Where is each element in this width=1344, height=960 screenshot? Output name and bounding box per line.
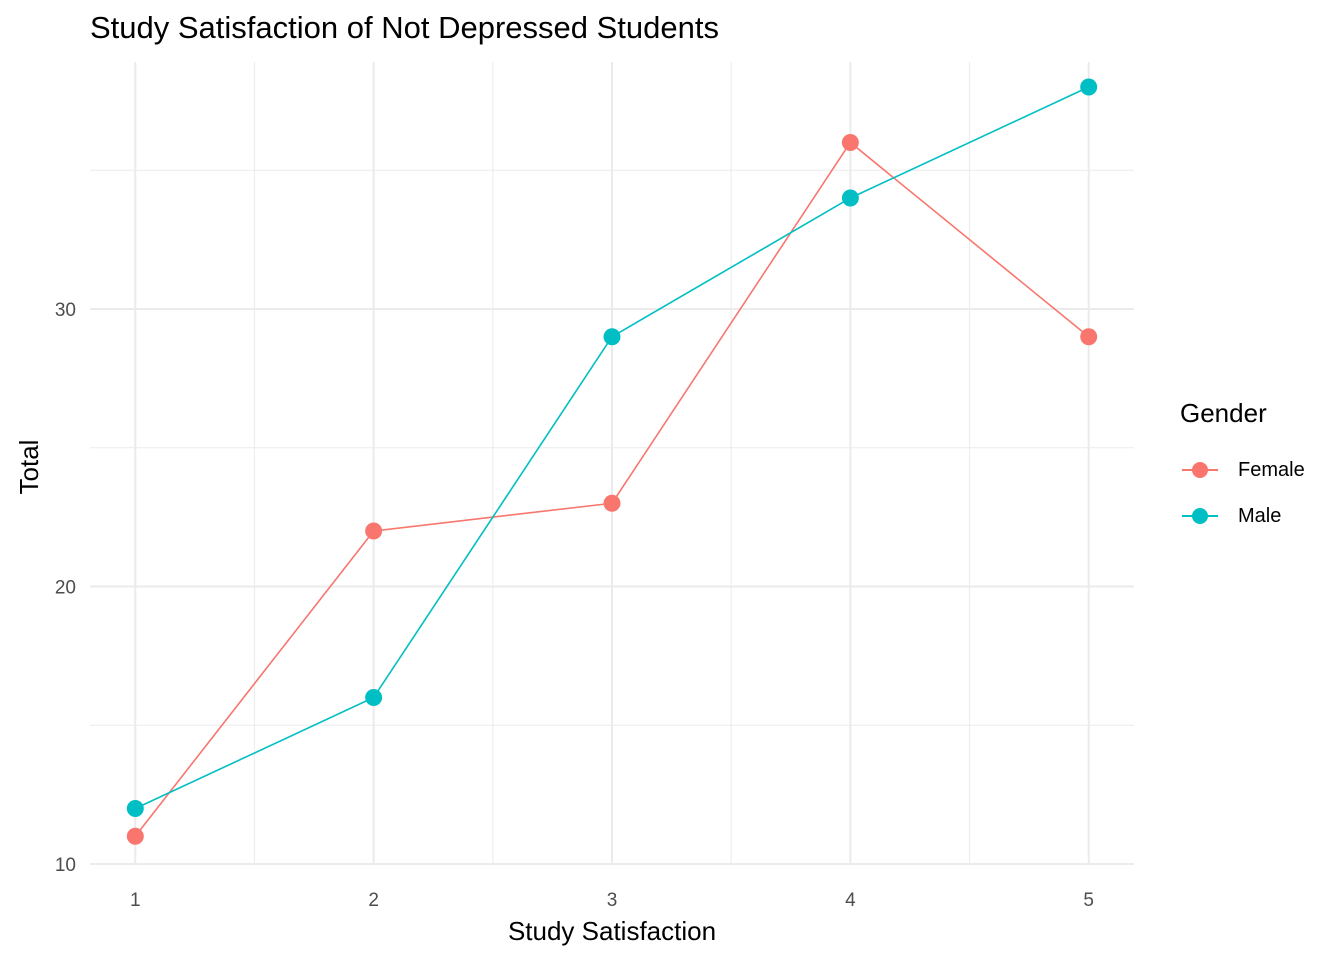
y-tick-labels: 10 20 30: [55, 300, 76, 876]
legend-title: Gender: [1180, 398, 1267, 428]
data-point-male: [1080, 78, 1098, 96]
data-point-female: [365, 522, 383, 540]
legend-label-female: Female: [1238, 458, 1305, 481]
legend-item-male: Male: [1180, 493, 1305, 539]
chart-title: Study Satisfaction of Not Depressed Stud…: [90, 10, 719, 45]
x-axis-label: Study Satisfaction: [508, 916, 716, 946]
series-points: [126, 78, 1098, 845]
data-point-female: [841, 133, 859, 151]
legend-key-female: [1180, 455, 1220, 485]
data-point-female: [1080, 328, 1098, 346]
major-gridlines: [90, 62, 1134, 865]
data-point-male: [841, 189, 859, 207]
x-tick-label: 3: [607, 890, 618, 911]
y-tick-label: 30: [55, 300, 76, 321]
legend: Gender Female Male: [1180, 398, 1305, 539]
x-tick-labels: 1 2 3 4 5: [130, 890, 1094, 911]
legend-item-female: Female: [1180, 447, 1305, 493]
y-axis-label: Total: [14, 440, 44, 495]
x-tick-label: 2: [368, 890, 379, 911]
y-tick-label: 20: [55, 577, 76, 598]
y-tick-label: 10: [55, 855, 76, 876]
x-tick-label: 4: [845, 890, 856, 911]
data-point-male: [365, 688, 383, 706]
x-tick-label: 5: [1083, 890, 1094, 911]
data-point-male: [603, 328, 621, 346]
data-point-male: [126, 799, 144, 817]
data-point-female: [603, 494, 621, 512]
legend-key-male: [1180, 501, 1220, 531]
legend-label-male: Male: [1238, 504, 1282, 527]
x-tick-label: 1: [130, 890, 141, 911]
data-point-female: [126, 827, 144, 845]
